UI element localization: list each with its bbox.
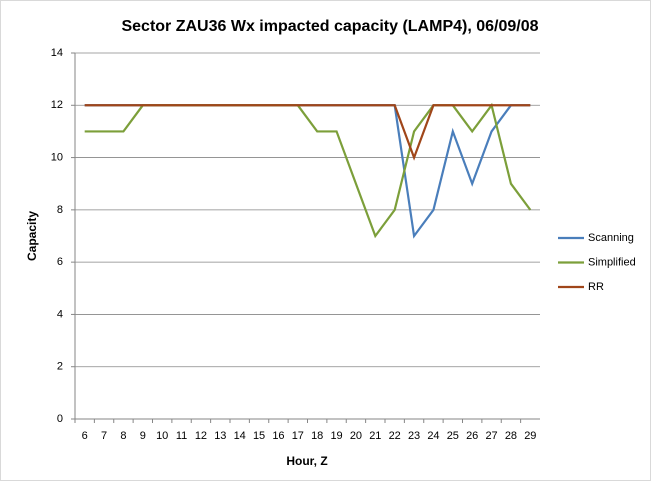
x-tick-label: 22 — [389, 430, 401, 442]
x-tick-label: 12 — [195, 430, 207, 442]
x-tick-label: 21 — [369, 430, 381, 442]
x-tick-label: 29 — [524, 430, 536, 442]
series-line — [84, 104, 531, 161]
y-tick-label: 6 — [57, 256, 63, 268]
x-axis-title: Hour, Z — [286, 454, 327, 468]
x-tick-label: 26 — [466, 430, 478, 442]
y-tick-label: 10 — [51, 151, 63, 163]
y-tick-label: 12 — [51, 99, 63, 111]
y-tick-label: 4 — [57, 308, 63, 320]
x-tick-label: 11 — [176, 430, 187, 442]
legend-label: RR — [588, 281, 604, 293]
x-tick-label: 18 — [311, 430, 323, 442]
x-tick-label: 10 — [156, 430, 168, 442]
chart-title: Sector ZAU36 Wx impacted capacity (LAMP4… — [121, 18, 538, 35]
legend-label: Scanning — [588, 232, 634, 244]
x-tick-label: 9 — [140, 430, 146, 442]
x-tick-label: 19 — [330, 430, 342, 442]
legend-label: Simplified — [588, 256, 636, 268]
y-tick-label: 0 — [57, 413, 63, 425]
y-tick-label: 14 — [51, 47, 63, 59]
x-tick-label: 23 — [408, 430, 420, 442]
x-tick-label: 14 — [234, 430, 246, 442]
x-tick-label: 27 — [485, 430, 497, 442]
y-tick-label: 8 — [57, 204, 63, 216]
x-tick-label: 15 — [253, 430, 265, 442]
x-tick-label: 8 — [120, 430, 126, 442]
x-tick-label: 24 — [427, 430, 439, 442]
x-tick-label: 25 — [447, 430, 459, 442]
x-tick-label: 13 — [214, 430, 226, 442]
x-tick-label: 16 — [272, 430, 284, 442]
y-axis-title: Capacity — [25, 211, 39, 261]
x-tick-label: 28 — [505, 430, 517, 442]
x-tick-label: 7 — [101, 430, 107, 442]
x-tick-label: 17 — [292, 430, 304, 442]
x-tick-label: 6 — [82, 430, 88, 442]
x-tick-label: 20 — [350, 430, 362, 442]
y-tick-label: 2 — [57, 361, 63, 373]
